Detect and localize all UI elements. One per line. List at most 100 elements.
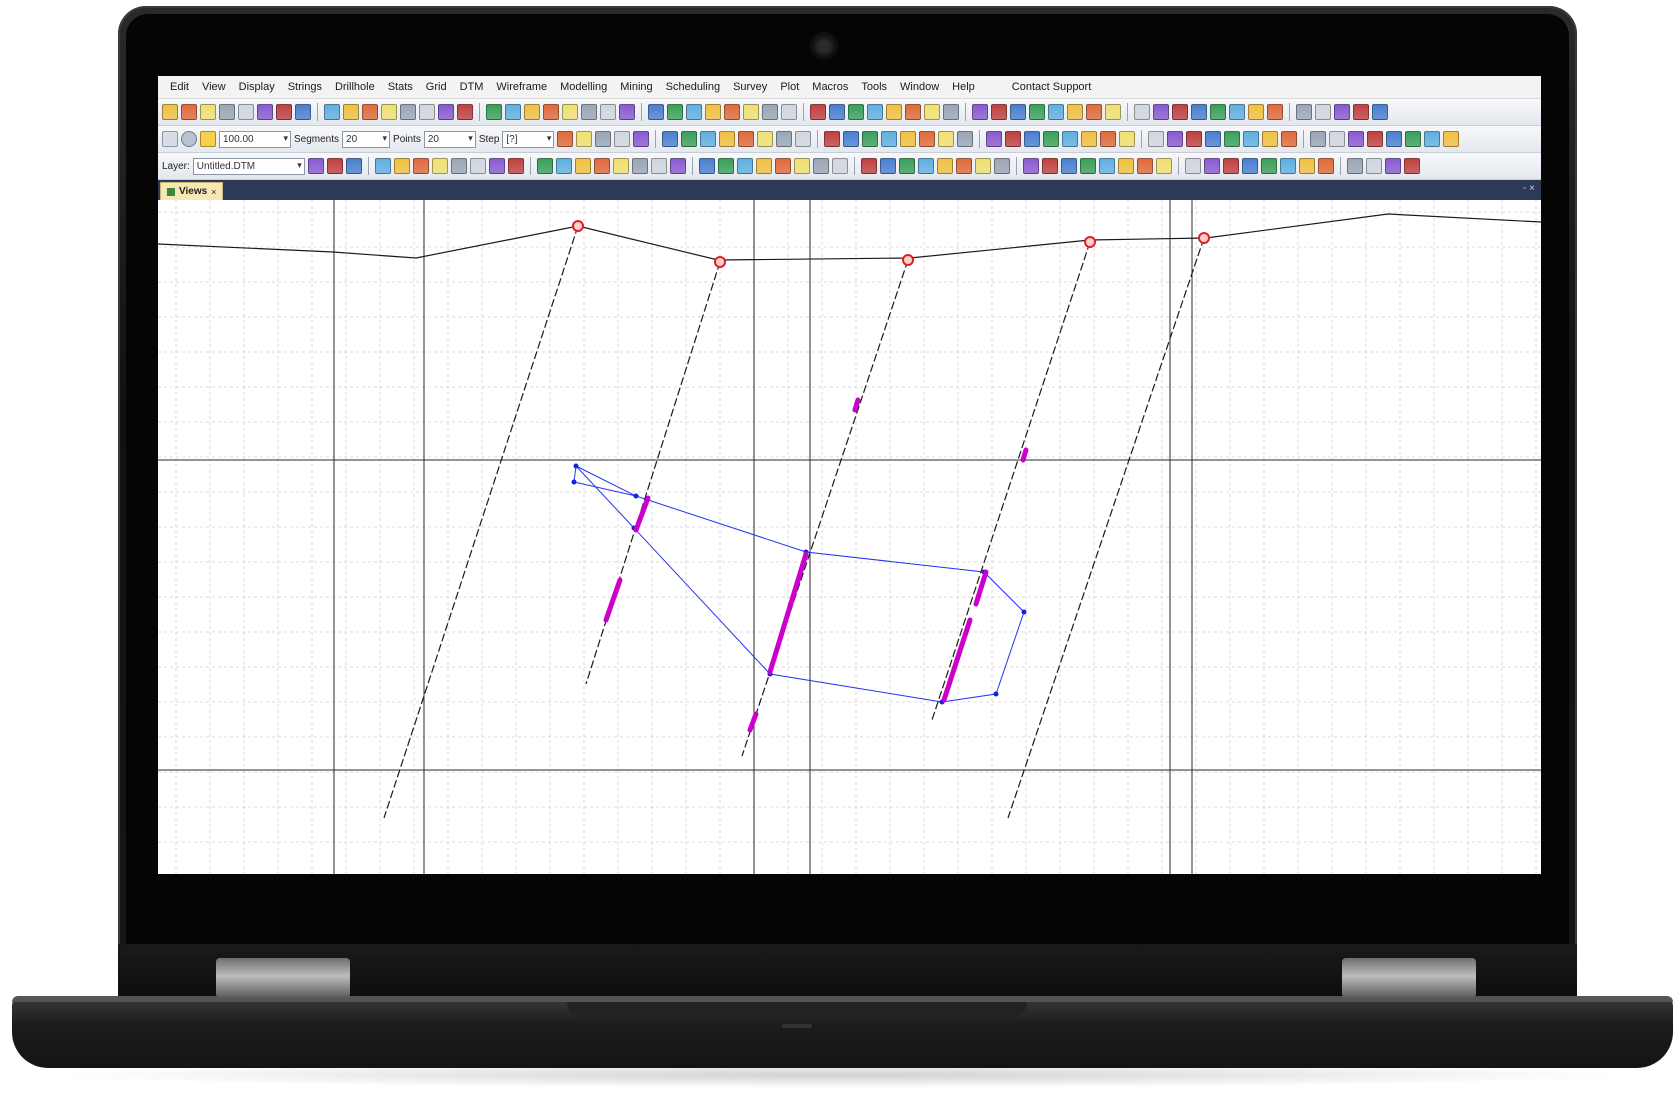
toolbar-tool-icon[interactable] — [860, 158, 877, 174]
toolbar-tool-icon[interactable] — [1405, 131, 1422, 147]
toolbar-tool-icon[interactable] — [1203, 158, 1220, 174]
toolbar-tool-icon[interactable] — [1403, 158, 1420, 174]
toolbar-tool-icon[interactable] — [593, 158, 610, 174]
toolbar-tool-icon[interactable] — [1043, 131, 1060, 147]
toolbar-tool-icon[interactable] — [200, 104, 216, 120]
toolbar-tool-icon[interactable] — [669, 158, 686, 174]
toolbar-tool-icon[interactable] — [345, 158, 362, 174]
intersection-segment[interactable] — [973, 569, 989, 607]
toolbar-tool-icon[interactable] — [562, 104, 578, 120]
toolbar-tool-icon[interactable] — [717, 158, 734, 174]
collar-marker-1[interactable] — [572, 220, 584, 232]
toolbar-tool-icon[interactable] — [1098, 158, 1115, 174]
toolbar-tool-icon[interactable] — [1279, 158, 1296, 174]
toolbar-tool-icon[interactable] — [879, 158, 896, 174]
toolbar-tool-icon[interactable] — [986, 131, 1003, 147]
toolbar-tool-icon[interactable] — [1224, 131, 1241, 147]
menu-tools[interactable]: Tools — [861, 81, 888, 93]
toolbar-tool-icon[interactable] — [181, 104, 197, 120]
toolbar-tool-icon[interactable] — [1172, 104, 1188, 120]
step-combo[interactable]: [?] — [502, 130, 555, 148]
points-combo[interactable]: 20 — [423, 130, 476, 148]
toolbar-tool-icon[interactable] — [536, 158, 553, 174]
toolbar-tool-icon[interactable] — [1243, 131, 1260, 147]
topography-string[interactable] — [158, 213, 1541, 261]
toolbar-tool-icon[interactable] — [1010, 104, 1026, 120]
collar-marker-4[interactable] — [1084, 236, 1096, 248]
toolbar-tool-icon[interactable] — [938, 131, 955, 147]
toolbar-tool-icon[interactable] — [1134, 104, 1150, 120]
toolbar-tool-icon[interactable] — [1348, 131, 1365, 147]
intersection-segment[interactable] — [603, 577, 623, 623]
toolbar-tool-icon[interactable] — [612, 158, 629, 174]
collar-marker-2[interactable] — [714, 256, 726, 268]
toolbar-tool-icon[interactable] — [1186, 131, 1203, 147]
toolbar-tool-icon[interactable] — [867, 104, 883, 120]
toolbar-tool-icon[interactable] — [574, 158, 591, 174]
toolbar-tool-icon[interactable] — [743, 104, 759, 120]
toolbar-tool-icon[interactable] — [900, 131, 917, 147]
toolbar-tool-icon[interactable] — [972, 104, 988, 120]
toolbar-tool-icon[interactable] — [719, 131, 736, 147]
toolbar-tool-icon[interactable] — [1048, 104, 1064, 120]
toolbar-tool-icon[interactable] — [543, 104, 559, 120]
collar-marker-5[interactable] — [1198, 232, 1210, 244]
toolbar-tool-icon[interactable] — [1029, 104, 1045, 120]
menu-help[interactable]: Help — [952, 81, 975, 93]
toolbar-tool-icon[interactable] — [450, 158, 467, 174]
toolbar-tool-icon[interactable] — [431, 158, 448, 174]
toolbar-tool-icon[interactable] — [831, 158, 848, 174]
toolbar-tool-icon[interactable] — [1241, 158, 1258, 174]
vertex-point[interactable] — [993, 691, 999, 697]
menu-edit[interactable]: Edit — [170, 81, 189, 93]
toolbar-tool-icon[interactable] — [326, 158, 343, 174]
gear-icon[interactable] — [181, 131, 197, 147]
menu-dtm[interactable]: DTM — [459, 81, 484, 93]
toolbar-tool-icon[interactable] — [700, 131, 717, 147]
toolbar-tool-icon[interactable] — [1310, 131, 1327, 147]
toolbar-tool-icon[interactable] — [1105, 104, 1121, 120]
menu-macros[interactable]: Macros — [812, 81, 849, 93]
toolbar-tool-icon[interactable] — [1153, 104, 1169, 120]
toolbar-tool-icon[interactable] — [1372, 104, 1388, 120]
toolbar-tool-icon[interactable] — [457, 104, 473, 120]
toolbar-tool-icon[interactable] — [469, 158, 486, 174]
toolbar-tool-icon[interactable] — [276, 104, 292, 120]
toolbar-tool-icon[interactable] — [1184, 158, 1201, 174]
menu-drillhole[interactable]: Drillhole — [334, 81, 375, 93]
toolbar-tool-icon[interactable] — [1346, 158, 1363, 174]
toolbar-tool-icon[interactable] — [614, 131, 631, 147]
toolbar-tool-icon[interactable] — [324, 104, 340, 120]
toolbar-tool-icon[interactable] — [829, 104, 845, 120]
menu-plot[interactable]: Plot — [780, 81, 800, 93]
menu-wireframe[interactable]: Wireframe — [496, 81, 548, 93]
toolbar-tool-icon[interactable] — [595, 131, 612, 147]
toolbar-tool-icon[interactable] — [362, 104, 378, 120]
toolbar-tool-icon[interactable] — [1386, 131, 1403, 147]
toolbar-tool-icon[interactable] — [631, 158, 648, 174]
toolbar-tool-icon[interactable] — [1148, 131, 1165, 147]
toolbar-tool-icon[interactable] — [1443, 131, 1460, 147]
pointer-icon[interactable] — [162, 131, 178, 147]
drillhole-trace-5[interactable] — [1007, 237, 1205, 819]
toolbar-tool-icon[interactable] — [917, 158, 934, 174]
collar-marker-3[interactable] — [902, 254, 914, 266]
toolbar-tool-icon[interactable] — [905, 104, 921, 120]
toolbar-tool-icon[interactable] — [648, 104, 664, 120]
menu-mining[interactable]: Mining — [620, 81, 653, 93]
toolbar-tool-icon[interactable] — [419, 104, 435, 120]
scale-combo[interactable]: 100.00 — [219, 130, 291, 148]
toolbar-tool-icon[interactable] — [686, 104, 702, 120]
toolbar-tool-icon[interactable] — [1117, 158, 1134, 174]
toolbar-tool-icon[interactable] — [238, 104, 254, 120]
menu-strings[interactable]: Strings — [287, 81, 322, 93]
toolbar-tool-icon[interactable] — [1119, 131, 1136, 147]
toolbar-tool-icon[interactable] — [1100, 131, 1117, 147]
toolbar-tool-icon[interactable] — [1210, 104, 1226, 120]
toolbar-tool-icon[interactable] — [991, 104, 1007, 120]
toolbar-tool-icon[interactable] — [662, 131, 679, 147]
toolbar-tool-icon[interactable] — [162, 104, 178, 120]
toolbar-tool-icon[interactable] — [774, 158, 791, 174]
toolbar-tool-icon[interactable] — [881, 131, 898, 147]
toolbar-tool-icon[interactable] — [795, 131, 812, 147]
